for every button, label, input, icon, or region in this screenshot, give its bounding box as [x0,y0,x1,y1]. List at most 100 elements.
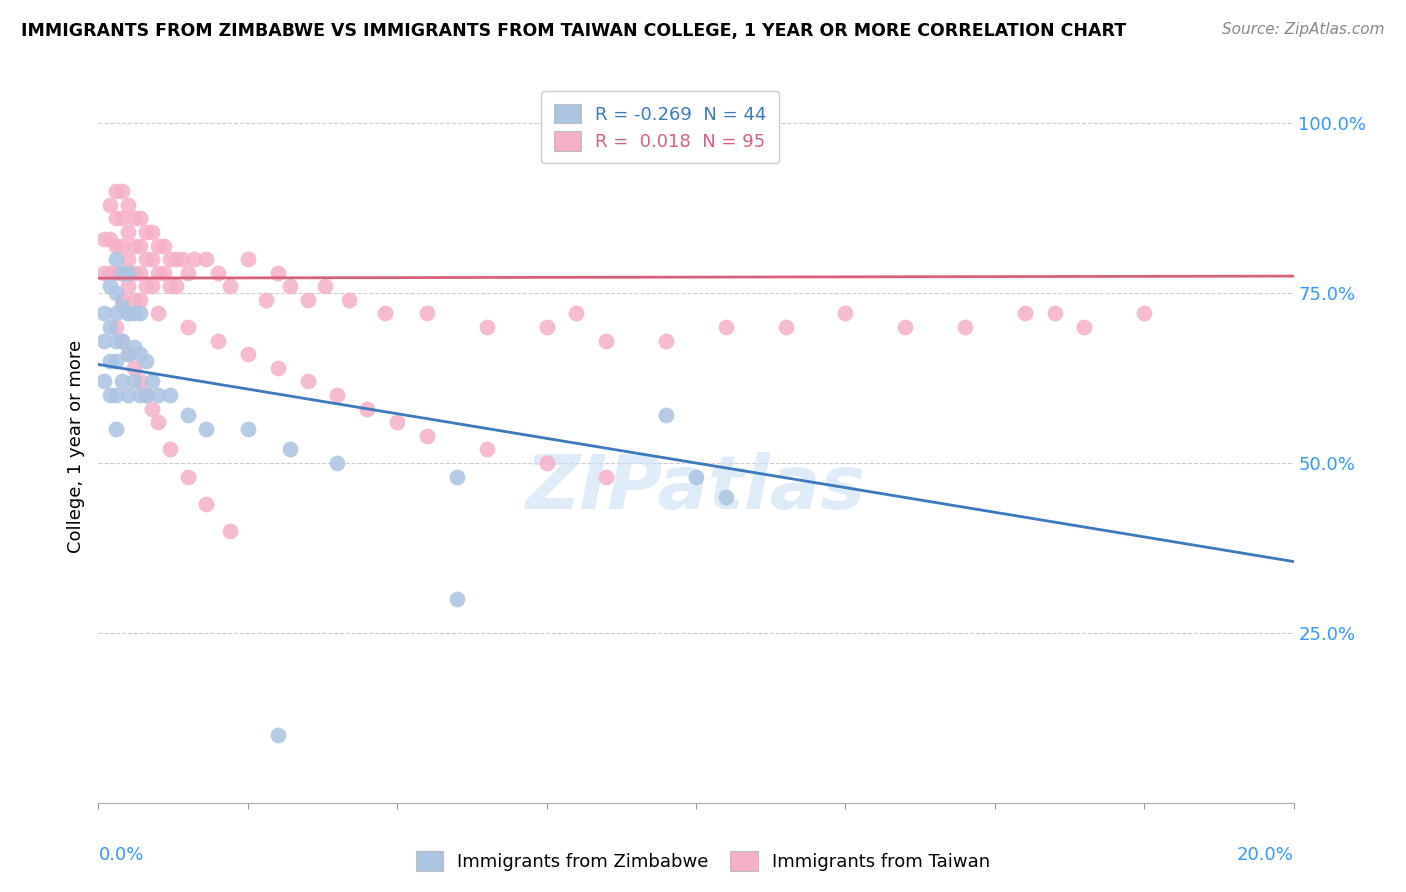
Point [177,266,200,280]
Point [135,388,157,402]
Point [105,320,128,334]
Point [93,306,115,320]
Point [141,401,163,416]
Point [315,279,337,293]
Point [129,238,152,252]
Point [135,225,157,239]
Point [326,456,349,470]
Point [195,422,218,436]
Point [339,293,361,307]
Point [124,360,146,375]
Point [117,252,139,266]
Point [111,375,134,389]
Point [177,469,200,483]
Point [714,490,737,504]
Point [105,334,128,348]
Point [117,306,139,320]
Point [93,334,115,348]
Point [148,306,170,320]
Point [129,306,152,320]
Point [153,266,176,280]
Point [93,266,115,280]
Point [105,238,128,252]
Point [117,198,139,212]
Point [267,266,290,280]
Point [111,238,134,252]
Point [475,320,498,334]
Point [236,347,259,361]
Point [93,375,115,389]
Point [655,409,678,423]
Point [111,300,134,314]
Point [297,375,319,389]
Point [195,252,218,266]
Point [267,360,290,375]
Point [1133,306,1156,320]
Point [775,320,797,334]
Point [105,306,128,320]
Point [1043,306,1066,320]
Point [172,252,194,266]
Point [124,293,146,307]
Point [129,347,152,361]
Point [153,238,176,252]
Point [183,252,205,266]
Point [219,279,242,293]
Point [111,184,134,198]
Point [326,388,349,402]
Point [236,422,259,436]
Point [105,252,128,266]
Point [105,422,128,436]
Point [111,334,134,348]
Point [475,442,498,457]
Text: 0.0%: 0.0% [98,846,143,863]
Point [267,728,290,742]
Point [595,334,617,348]
Point [111,211,134,226]
Point [1014,306,1036,320]
Point [374,306,396,320]
Point [141,225,163,239]
Point [135,279,157,293]
Point [685,469,707,483]
Point [105,266,128,280]
Point [834,306,856,320]
Point [446,469,468,483]
Point [159,252,181,266]
Point [135,354,157,368]
Point [207,266,229,280]
Point [105,388,128,402]
Point [148,238,170,252]
Point [98,266,122,280]
Point [148,388,170,402]
Point [177,409,200,423]
Point [165,279,187,293]
Point [416,306,439,320]
Point [195,497,218,511]
Point [135,252,157,266]
Point [98,354,122,368]
Point [297,293,319,307]
Point [165,252,187,266]
Text: ZIPatlas: ZIPatlas [526,452,866,525]
Point [655,334,678,348]
Point [111,266,134,280]
Point [111,266,134,280]
Point [124,211,146,226]
Point [105,211,128,226]
Point [124,375,146,389]
Point [148,266,170,280]
Point [117,266,139,280]
Legend: R = -0.269  N = 44, R =  0.018  N = 95: R = -0.269 N = 44, R = 0.018 N = 95 [541,91,779,163]
Point [124,306,146,320]
Point [111,334,134,348]
Point [236,252,259,266]
Point [98,320,122,334]
Point [98,279,122,293]
Point [207,334,229,348]
Point [714,320,737,334]
Point [953,320,976,334]
Point [93,232,115,246]
Point [98,198,122,212]
Text: IMMIGRANTS FROM ZIMBABWE VS IMMIGRANTS FROM TAIWAN COLLEGE, 1 YEAR OR MORE CORRE: IMMIGRANTS FROM ZIMBABWE VS IMMIGRANTS F… [21,22,1126,40]
